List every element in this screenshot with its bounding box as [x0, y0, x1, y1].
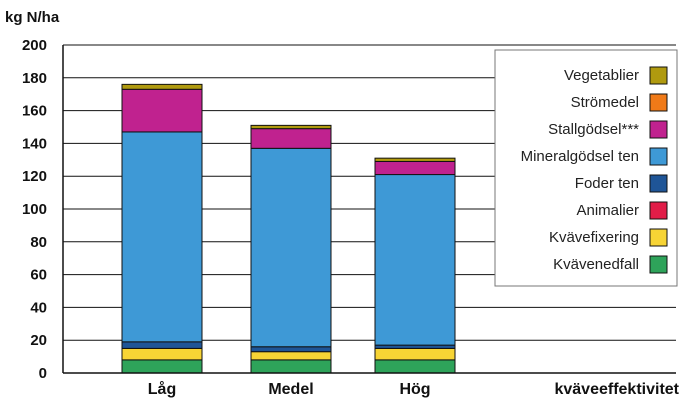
legend-swatch [649, 93, 668, 112]
legend-box [494, 49, 678, 287]
bar-segment [250, 128, 332, 149]
y-tick-label: 60 [30, 267, 47, 284]
legend-swatch [649, 147, 668, 166]
bar-segment [121, 88, 203, 133]
x-axis-label: kväveeffektivitet [554, 381, 679, 398]
legend-label: Stallgödsel*** [548, 121, 639, 138]
bar-segment [250, 147, 332, 348]
axes [62, 45, 676, 374]
x-tick-label: Medel [268, 381, 313, 398]
bar-segment [374, 174, 456, 346]
x-tick-label: Låg [148, 380, 176, 398]
bar-segment [374, 359, 456, 374]
bar-segment [250, 124, 332, 130]
legend-label: Vegetablier [564, 67, 639, 84]
y-tick-label: 140 [22, 135, 47, 152]
bar-segment [121, 131, 203, 343]
legend: Vegetablier Strömedel Stallgödsel*** Minera… [494, 49, 678, 287]
bar-segment [374, 157, 456, 162]
bar-segment [121, 347, 203, 361]
bar-segment [374, 160, 456, 176]
legend-label: Animalier [576, 202, 639, 219]
legend-label: Foder ten [575, 175, 639, 192]
y-tick-labels: 0 20 40 60 80 100 120 140 160 180 200 [22, 37, 47, 382]
legend-label: Kvävefixering [549, 229, 639, 246]
y-tick-label: 200 [22, 37, 47, 54]
y-tick-label: 80 [30, 234, 47, 251]
bar-segment [250, 351, 332, 361]
legend-swatch [649, 228, 668, 247]
legend-swatch [649, 255, 668, 274]
legend-label: Kvävenedfall [553, 256, 639, 273]
bar-segment [250, 359, 332, 374]
legend-swatch [649, 174, 668, 193]
y-tick-label: 20 [30, 332, 47, 349]
bar-segment [121, 341, 203, 349]
legend-label: Mineralgödsel ten [521, 148, 639, 165]
x-tick-labels: Låg Medel Hög [148, 380, 431, 398]
legend-swatch [649, 201, 668, 220]
bar-segment [250, 346, 332, 353]
bar-segment [121, 83, 203, 90]
y-tick-label: 180 [22, 70, 47, 87]
y-tick-label: 160 [22, 103, 47, 120]
legend-swatch [649, 66, 668, 85]
y-tick-label: 100 [22, 201, 47, 218]
y-tick-label: 0 [39, 365, 47, 382]
legend-swatch [649, 120, 668, 139]
y-axis-label: kg N/ha [5, 9, 60, 26]
bar-segment [374, 347, 456, 361]
bars [121, 83, 456, 374]
x-tick-label: Hög [399, 381, 430, 398]
bar-segment [121, 359, 203, 374]
legend-label: Strömedel [571, 94, 639, 111]
y-tick-label: 120 [22, 168, 47, 185]
y-tick-label: 40 [30, 299, 47, 316]
